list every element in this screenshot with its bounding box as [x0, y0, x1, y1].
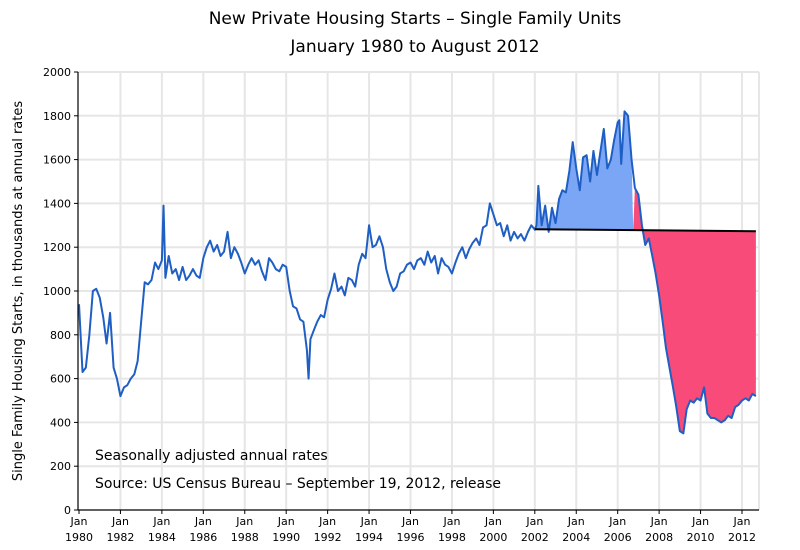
x-tick-label-month: Jan [277, 515, 295, 528]
y-tick-label: 400 [50, 416, 71, 429]
x-tick-label-month: Jan [608, 515, 626, 528]
series-line-housing-starts [78, 110, 757, 435]
x-tick-label-month: Jan [152, 515, 170, 528]
x-tick-label-month: Jan [194, 515, 212, 528]
x-tick-label-month: Jan [70, 515, 88, 528]
x-tick-label-year: 1990 [272, 531, 300, 544]
axes [74, 71, 759, 514]
fill-above-trend [534, 111, 634, 232]
x-tick-label-month: Jan [567, 515, 585, 528]
x-tick-label-year: 2006 [604, 531, 632, 544]
x-tick-label-month: Jan [318, 515, 336, 528]
x-tick-label-year: 1988 [231, 531, 259, 544]
x-tick-label-month: Jan [484, 515, 502, 528]
x-tick-label-year: 1984 [148, 531, 176, 544]
x-tick-label-year: 1996 [397, 531, 425, 544]
y-tick-label: 0 [64, 504, 71, 517]
x-tick-labels: Jan 1980 Jan 1982 Jan 1984 Jan 1986 Jan 1988 Jan 19… [65, 515, 756, 544]
x-tick-label-year: 2004 [562, 531, 590, 544]
x-tick-label-month: Jan [691, 515, 709, 528]
annotation-source: Source: US Census Bureau – September 19,… [95, 476, 501, 492]
annotation-seasonal: Seasonally adjusted annual rates [95, 448, 328, 464]
x-tick-label-year: 1992 [314, 531, 342, 544]
x-tick-label-month: Jan [442, 515, 460, 528]
x-tick-label-year: 2010 [687, 531, 715, 544]
x-tick-label-month: Jan [235, 515, 253, 528]
series-lines [78, 110, 757, 435]
y-tick-label: 1400 [43, 197, 71, 210]
y-tick-label: 2000 [43, 66, 71, 79]
y-tick-label: 1800 [43, 110, 71, 123]
x-tick-label-month: Jan [111, 515, 129, 528]
reference-line-group [534, 228, 756, 233]
fill-below-trend [633, 188, 756, 434]
gridlines [78, 71, 760, 510]
x-tick-label-month: Jan [360, 515, 378, 528]
y-tick-label: 1000 [43, 285, 71, 298]
x-tick-label-year: 1982 [106, 531, 134, 544]
y-tick-label: 800 [50, 329, 71, 342]
x-tick-label-year: 2012 [728, 531, 756, 544]
chart-subtitle: January 1980 to August 2012 [289, 37, 539, 57]
x-tick-label-month: Jan [650, 515, 668, 528]
y-tick-label: 1600 [43, 154, 71, 167]
x-tick-label-year: 1994 [355, 531, 383, 544]
y-tick-label: 1200 [43, 241, 71, 254]
x-tick-label-year: 2002 [521, 531, 549, 544]
reference-line [534, 228, 756, 233]
x-tick-label-month: Jan [733, 515, 751, 528]
x-tick-label-year: 2008 [645, 531, 673, 544]
x-tick-label-month: Jan [401, 515, 419, 528]
x-tick-label-year: 2000 [479, 531, 507, 544]
y-axis-label: Single Family Housing Starts, in thousan… [11, 101, 26, 481]
x-tick-label-year: 1980 [65, 531, 93, 544]
y-tick-labels: 0 200 400 600 800 1000 1200 1400 1600 1800 2000 [43, 66, 71, 517]
y-tick-label: 200 [50, 460, 71, 473]
x-tick-label-year: 1998 [438, 531, 466, 544]
chart-title: New Private Housing Starts – Single Fami… [209, 9, 622, 29]
x-tick-label-month: Jan [525, 515, 543, 528]
x-tick-label-year: 1986 [189, 531, 217, 544]
y-tick-label: 600 [50, 373, 71, 386]
